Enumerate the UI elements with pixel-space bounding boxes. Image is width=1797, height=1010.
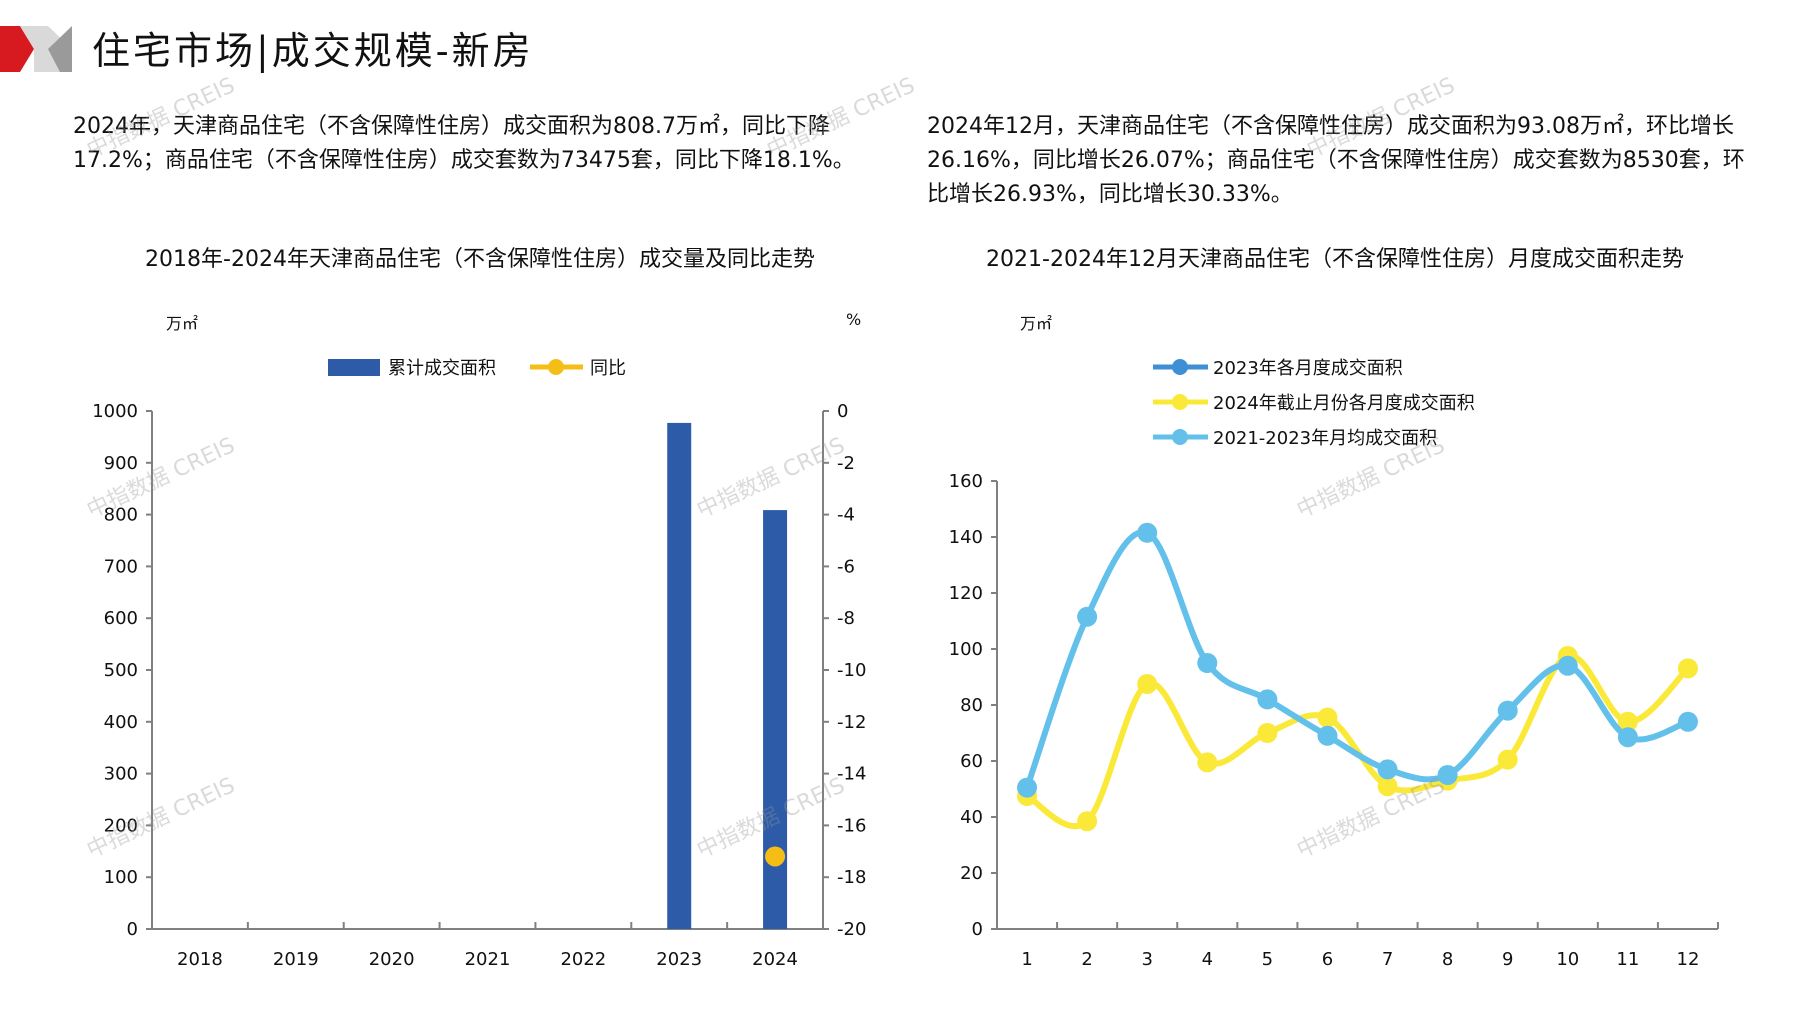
y-tick-label: 500: [104, 660, 138, 681]
y-tick-label: 120: [949, 583, 983, 604]
y2-tick-label: -10: [837, 660, 866, 681]
legend-label-2: 2021-2023年月均成交面积: [1213, 428, 1437, 449]
legend-swatch-marker: [548, 359, 564, 375]
legend-label-bar: 累计成交面积: [388, 358, 496, 379]
legend-marker-1: [1172, 394, 1188, 410]
y2-tick-label: -18: [837, 867, 866, 888]
summary-monthly: 2024年12月，天津商品住宅（不含保障性住房）成交面积为93.08万㎡，环比增…: [927, 114, 1745, 207]
x-tick-label: 9: [1502, 949, 1513, 970]
series-1-point-2: [1077, 811, 1098, 832]
y2-tick-label: -12: [837, 712, 866, 733]
series-2-point-3: [1137, 522, 1158, 543]
y-tick-label: 200: [104, 815, 138, 836]
series-2-point-9: [1497, 700, 1518, 721]
x-tick-label: 5: [1262, 949, 1273, 970]
chart-title-monthly: 2021-2024年12月天津商品住宅（不含保障性住房）月度成交面积走势: [986, 247, 1684, 272]
y-tick-label: 140: [949, 527, 983, 548]
y2-axis-unit: %: [846, 310, 862, 329]
series-2-point-12: [1677, 711, 1698, 732]
y-axis-unit-right: 万㎡: [1020, 314, 1053, 333]
x-tick-label: 3: [1141, 949, 1152, 970]
series-1-point-9: [1497, 749, 1518, 770]
y2-tick-label: -20: [837, 919, 866, 940]
legend-label-0: 2023年各月度成交面积: [1213, 358, 1403, 379]
yoy-point-2024: [765, 846, 786, 867]
series-2-point-4: [1197, 653, 1218, 673]
y2-tick-label: -2: [837, 453, 855, 474]
chart-title-annual: 2018年-2024年天津商品住宅（不含保障性住房）成交量及同比走势: [145, 247, 815, 272]
series-1-point-12: [1677, 658, 1698, 679]
y2-tick-label: -4: [837, 505, 855, 526]
x-tick-label: 2022: [560, 949, 606, 970]
series-2-point-2: [1077, 606, 1098, 627]
y-tick-label: 160: [949, 471, 983, 492]
x-tick-label: 10: [1556, 949, 1579, 970]
y2-tick-label: -8: [837, 608, 855, 629]
series-2-point-5: [1257, 689, 1278, 710]
series-1-point-11: [1617, 711, 1638, 732]
legend-marker-2: [1172, 429, 1188, 445]
y-tick-label: 0: [972, 919, 983, 940]
legend-label-yoy: 同比: [590, 358, 626, 379]
series-1-point-5: [1257, 723, 1278, 743]
y-tick-label: 300: [104, 764, 138, 785]
series-2-point-7: [1377, 759, 1398, 780]
series-2-point-6: [1317, 725, 1338, 746]
summary-annual: 2024年，天津商品住宅（不含保障性住房）成交面积为808.7万㎡，同比下降17…: [73, 114, 855, 173]
legend-marker-0: [1172, 359, 1188, 375]
y-tick-label: 1000: [92, 401, 138, 422]
logo: [0, 26, 72, 72]
y-tick-label: 0: [127, 919, 138, 940]
y-tick-label: 900: [104, 453, 138, 474]
y-tick-label: 600: [104, 608, 138, 629]
x-tick-label: 2024: [752, 949, 798, 970]
series-1-point-4: [1197, 752, 1218, 773]
x-tick-label: 2: [1081, 949, 1092, 970]
x-tick-label: 7: [1382, 949, 1393, 970]
y2-tick-label: 0: [837, 401, 848, 422]
series-1-point-7: [1377, 776, 1398, 797]
y-tick-label: 800: [104, 505, 138, 526]
x-tick-label: 2019: [273, 949, 319, 970]
y-tick-label: 20: [960, 863, 983, 884]
legend-label-1: 2024年截止月份各月度成交面积: [1213, 393, 1475, 414]
x-tick-label: 2020: [369, 949, 415, 970]
x-tick-label: 2023: [656, 949, 702, 970]
y-tick-label: 100: [949, 639, 983, 660]
y-tick-label: 80: [960, 695, 983, 716]
bar-2023: [667, 422, 692, 929]
series-2-point-11: [1617, 727, 1638, 748]
x-tick-label: 2021: [465, 949, 511, 970]
y-tick-label: 400: [104, 712, 138, 733]
legend-swatch-bar: [328, 359, 380, 376]
y-tick-label: 40: [960, 807, 983, 828]
series-1-point-3: [1137, 674, 1158, 694]
x-tick-label: 4: [1202, 949, 1213, 970]
x-tick-label: 2018: [177, 949, 223, 970]
y-tick-label: 60: [960, 751, 983, 772]
x-tick-label: 11: [1616, 949, 1639, 970]
page-title: 住宅市场|成交规模-新房: [92, 29, 534, 73]
series-2-point-8: [1437, 765, 1458, 785]
y2-tick-label: -6: [837, 556, 855, 577]
y2-tick-label: -14: [837, 764, 866, 785]
x-tick-label: 1: [1021, 949, 1032, 970]
y2-tick-label: -16: [837, 815, 866, 836]
series-1-point-6: [1317, 707, 1338, 728]
series-2-point-10: [1557, 655, 1578, 676]
y-tick-label: 700: [104, 556, 138, 577]
x-tick-label: 8: [1442, 949, 1453, 970]
x-tick-label: 6: [1322, 949, 1333, 970]
x-tick-label: 12: [1677, 949, 1700, 970]
y-tick-label: 100: [104, 867, 138, 888]
y-axis-unit-left: 万㎡: [166, 314, 199, 333]
series-2-point-1: [1017, 777, 1038, 798]
